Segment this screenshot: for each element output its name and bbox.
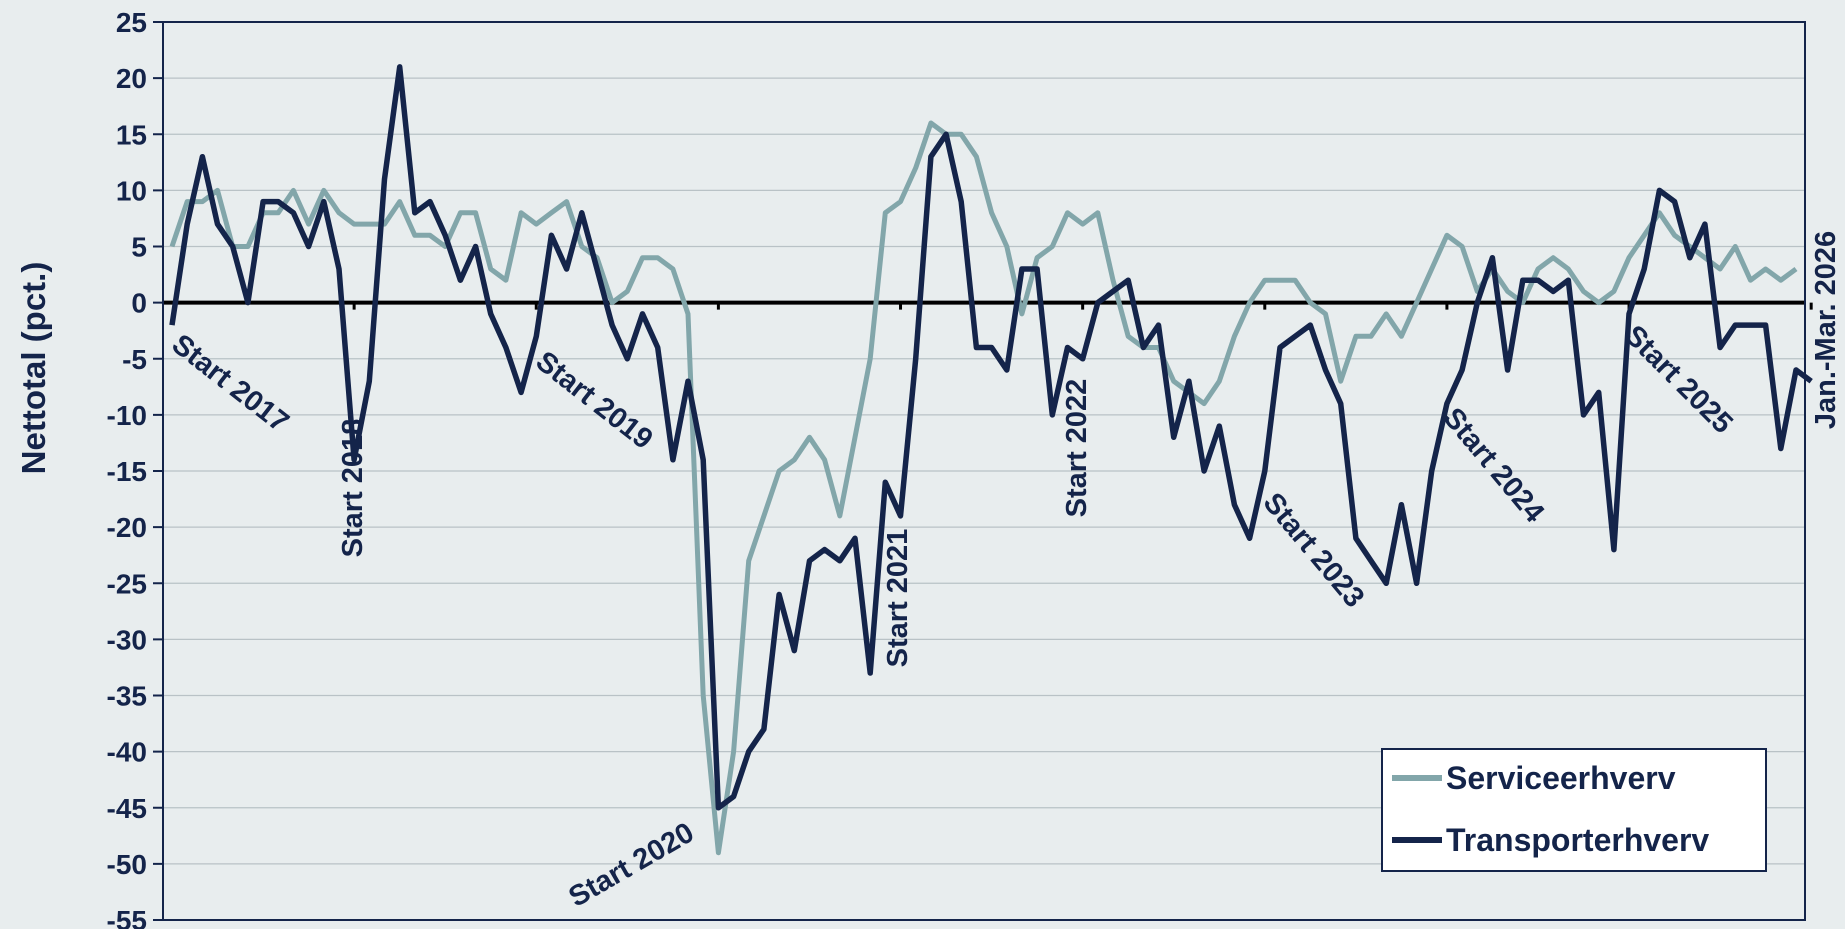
plot-frame xyxy=(162,21,1806,921)
annotation-label: Start 2020 xyxy=(563,817,699,914)
series-line-transporterhverv xyxy=(169,64,1813,811)
annotation-label: Start 2018 xyxy=(337,419,369,558)
annotation-label: Start 2019 xyxy=(530,345,659,456)
series-line-serviceerhverv xyxy=(169,120,1798,856)
y-tick-label: -30 xyxy=(107,624,147,655)
legend: Serviceerhverv Transporterhverv xyxy=(1381,748,1767,872)
y-tick-label: -25 xyxy=(107,568,147,599)
y-tick-label: -40 xyxy=(107,737,147,768)
series-lines xyxy=(169,64,1813,856)
y-tick-label: -15 xyxy=(107,456,147,487)
y-tick-label: 20 xyxy=(116,63,147,94)
y-axis-label: Nettotal (pct.) xyxy=(15,262,52,475)
legend-label-serviceerhverv: Serviceerhverv xyxy=(1446,760,1676,796)
legend-label-transporterhverv: Transporterhverv xyxy=(1446,822,1709,858)
annotation-label: Start 2022 xyxy=(1061,379,1093,518)
y-axis-ticks: 25 20 15 10 5 0 -5 -10 -15 -20 -25 -30 -35 -40 -45 -50 -… xyxy=(107,7,163,929)
y-tick-label: 25 xyxy=(116,7,147,38)
y-tick-label: 10 xyxy=(116,175,147,206)
y-tick-label: 5 xyxy=(131,232,147,263)
annotation-label: Start 2024 xyxy=(1437,402,1551,529)
y-tick-label: -10 xyxy=(107,400,147,431)
legend-box xyxy=(1381,748,1767,872)
annotation-label: Start 2017 xyxy=(166,328,295,439)
y-tick-label: -45 xyxy=(107,793,147,824)
y-tick-label: 0 xyxy=(131,288,147,319)
y-tick-label: -20 xyxy=(107,512,147,543)
y-tick-label: -5 xyxy=(122,344,147,375)
y-tick-label: -35 xyxy=(107,681,147,712)
y-tick-label: -55 xyxy=(107,905,147,929)
annotation-label: Jan.-Mar. 2026 xyxy=(1810,231,1842,429)
y-tick-label: -50 xyxy=(107,849,147,880)
annotation-label: Start 2021 xyxy=(882,529,914,668)
y-tick-label: 15 xyxy=(116,119,147,150)
